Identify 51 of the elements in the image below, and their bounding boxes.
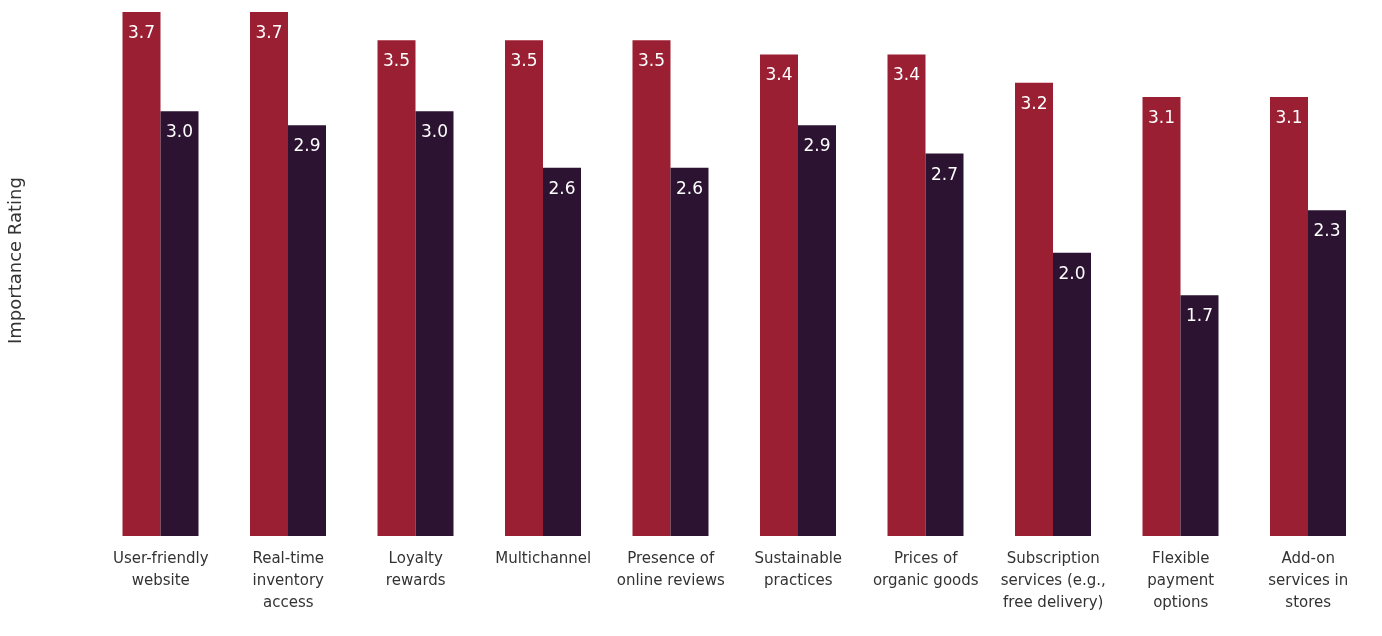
bar bbox=[250, 12, 288, 536]
data-label: 3.5 bbox=[510, 50, 538, 71]
data-label: 2.9 bbox=[803, 135, 831, 156]
bar bbox=[1142, 96, 1181, 536]
data-label: 1.7 bbox=[1185, 305, 1214, 326]
x-tick-label: Prices of organic goods bbox=[872, 548, 979, 589]
bar bbox=[288, 125, 326, 536]
data-label: 3.0 bbox=[165, 121, 194, 142]
bar bbox=[415, 111, 454, 536]
bar bbox=[505, 40, 543, 536]
data-label: 3.7 bbox=[127, 22, 156, 42]
bar bbox=[1270, 96, 1308, 536]
data-label: 3.5 bbox=[382, 50, 411, 71]
data-label: 3.2 bbox=[1020, 92, 1048, 113]
bar bbox=[1308, 210, 1346, 536]
x-tick-label: Add-on services in stores bbox=[1268, 548, 1349, 611]
data-label: 2.6 bbox=[675, 177, 704, 198]
x-tick-label: Presence of online reviews bbox=[616, 548, 725, 589]
x-tick-label: User-friendly website bbox=[112, 548, 209, 589]
data-label: 3.4 bbox=[765, 64, 793, 85]
bar bbox=[760, 54, 798, 536]
data-label: 3.0 bbox=[420, 121, 449, 142]
y-axis-title: Importance Rating bbox=[4, 177, 26, 344]
data-label: 3.7 bbox=[255, 22, 283, 42]
data-label: 3.5 bbox=[637, 50, 666, 71]
bar bbox=[632, 40, 671, 536]
bar bbox=[798, 125, 836, 536]
x-tick-label: Multichannel bbox=[495, 548, 592, 567]
bar bbox=[1180, 295, 1219, 536]
data-label: 3.1 bbox=[1275, 106, 1303, 127]
bar bbox=[122, 12, 161, 536]
bar bbox=[160, 111, 199, 536]
x-tick-label: Loyalty rewards bbox=[385, 548, 446, 589]
bar bbox=[543, 167, 581, 536]
x-tick-label: Flexible payment options bbox=[1147, 548, 1215, 611]
bar bbox=[1015, 82, 1053, 536]
bar bbox=[1053, 252, 1091, 536]
bar bbox=[377, 40, 416, 536]
data-label: 2.7 bbox=[930, 163, 959, 184]
data-label: 3.1 bbox=[1147, 106, 1176, 127]
x-tick-label: Subscription services (e.g., free delivery) bbox=[1000, 548, 1106, 611]
data-label: 2.9 bbox=[293, 135, 321, 156]
data-label: 3.4 bbox=[892, 64, 921, 85]
bar bbox=[925, 153, 964, 536]
x-tick-label: Real-time inventory access bbox=[252, 548, 325, 611]
bar bbox=[887, 54, 926, 536]
bar bbox=[670, 167, 709, 536]
x-tick-label: Sustainable practices bbox=[754, 548, 843, 589]
data-label: 2.6 bbox=[548, 177, 576, 198]
data-label: 2.3 bbox=[1313, 220, 1341, 241]
data-label: 2.0 bbox=[1058, 262, 1086, 283]
